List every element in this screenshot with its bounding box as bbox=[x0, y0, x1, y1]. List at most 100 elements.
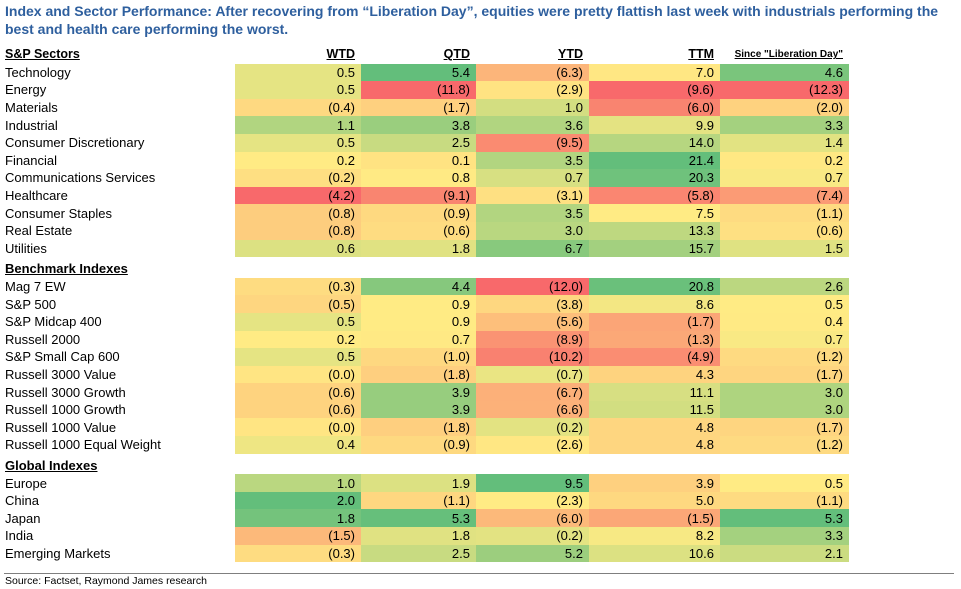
data-cell: (9.5) bbox=[476, 133, 589, 152]
table-row: Materials (0.4) (1.7) 1.0 (6.0) (2.0) bbox=[4, 98, 849, 117]
table-row: Communications Services (0.2) 0.8 0.7 20.3 0.… bbox=[4, 169, 849, 187]
data-cell: 2.5 bbox=[361, 133, 476, 152]
data-cell: (1.0) bbox=[361, 348, 476, 366]
data-cell: 1.4 bbox=[720, 133, 849, 152]
table-row: Russell 3000 Value (0.0) (1.8) (0.7) 4.3 (1.7… bbox=[4, 365, 849, 384]
table-row: Russell 1000 Equal Weight 0.4 (0.9) (2.6) 4.… bbox=[4, 436, 849, 454]
row-label: Russell 1000 Equal Weight bbox=[5, 437, 161, 453]
data-cell: 1.8 bbox=[235, 509, 361, 528]
row-label: Mag 7 EW bbox=[5, 279, 66, 295]
data-cell: 14.0 bbox=[589, 133, 720, 152]
data-cell: 21.4 bbox=[589, 151, 720, 170]
data-cell: (1.7) bbox=[589, 312, 720, 331]
group-header-row: Benchmark Indexes bbox=[4, 260, 849, 278]
table-row: Healthcare (4.2) (9.1) (3.1) (5.8) (7.4) bbox=[4, 186, 849, 205]
chart-title: Index and Sector Performance: After reco… bbox=[5, 3, 939, 37]
table-row: Consumer Discretionary 0.5 2.5 (9.5) 14.0 1.4 bbox=[4, 133, 849, 152]
group-header-sp-sectors: S&P Sectors bbox=[5, 47, 80, 62]
data-cell: 13.3 bbox=[589, 221, 720, 240]
data-cell: 9.9 bbox=[589, 116, 720, 134]
row-label: Russell 2000 bbox=[5, 331, 81, 347]
table-row: Financial 0.2 0.1 3.5 21.4 0.2 bbox=[4, 151, 849, 170]
data-cell: (9.1) bbox=[361, 186, 476, 205]
data-cell: 2.0 bbox=[235, 491, 361, 510]
data-cell: (0.0) bbox=[235, 418, 361, 437]
data-cell: (0.6) bbox=[235, 400, 361, 419]
data-cell: 0.7 bbox=[720, 169, 849, 187]
data-cell: 0.7 bbox=[476, 169, 589, 187]
data-cell: (5.6) bbox=[476, 312, 589, 331]
data-cell: 3.9 bbox=[361, 400, 476, 419]
data-cell: (0.3) bbox=[235, 277, 361, 296]
data-cell: 0.8 bbox=[361, 169, 476, 187]
data-cell: (0.2) bbox=[476, 418, 589, 437]
data-cell: (1.8) bbox=[361, 418, 476, 437]
row-label: S&P Midcap 400 bbox=[5, 314, 102, 330]
row-label: Financial bbox=[5, 152, 58, 168]
data-cell: (11.8) bbox=[361, 81, 476, 99]
data-cell: 4.8 bbox=[589, 436, 720, 454]
data-cell: 0.2 bbox=[720, 151, 849, 170]
data-cell: (1.1) bbox=[720, 491, 849, 510]
data-cell: 20.3 bbox=[589, 169, 720, 187]
data-cell: 4.4 bbox=[361, 277, 476, 296]
table-row: Emerging Markets (0.3) 2.5 5.2 10.6 2.1 bbox=[4, 544, 849, 563]
row-label: S&P 500 bbox=[5, 296, 57, 312]
data-cell: (0.9) bbox=[361, 436, 476, 454]
group-header: Global Indexes bbox=[5, 457, 98, 473]
data-cell: (6.0) bbox=[476, 509, 589, 528]
data-cell: (0.8) bbox=[235, 221, 361, 240]
data-cell: (2.3) bbox=[476, 491, 589, 510]
source-note: Source: Factset, Raymond James research bbox=[5, 575, 207, 587]
data-cell: 0.2 bbox=[235, 330, 361, 349]
data-cell: (6.3) bbox=[476, 63, 589, 82]
data-cell: 1.1 bbox=[235, 116, 361, 134]
data-cell: 5.0 bbox=[589, 491, 720, 510]
data-cell: (12.3) bbox=[720, 81, 849, 99]
row-label: Materials bbox=[5, 100, 58, 116]
row-label: Industrial bbox=[5, 117, 58, 133]
table-row: Russell 1000 Value (0.0) (1.8) (0.2) 4.8 (1.7… bbox=[4, 418, 849, 437]
data-cell: (8.9) bbox=[476, 330, 589, 349]
data-cell: (0.6) bbox=[361, 221, 476, 240]
data-cell: 3.0 bbox=[720, 400, 849, 419]
row-label: Technology bbox=[5, 64, 71, 80]
table-row: China 2.0 (1.1) (2.3) 5.0 (1.1) bbox=[4, 491, 849, 510]
data-cell: (10.2) bbox=[476, 348, 589, 366]
data-cell: (1.1) bbox=[361, 491, 476, 510]
column-header-qtd: QTD bbox=[443, 47, 470, 62]
performance-table: S&P Sectors WTD QTD YTD TTM Since "Liber… bbox=[4, 46, 849, 563]
table-row: Technology 0.5 5.4 (6.3) 7.0 4.6 bbox=[4, 63, 849, 82]
data-cell: (1.2) bbox=[720, 348, 849, 366]
table-row: Russell 3000 Growth (0.6) 3.9 (6.7) 11.1 3.0 bbox=[4, 383, 849, 401]
row-label: Utilities bbox=[5, 240, 47, 256]
data-cell: 5.3 bbox=[361, 509, 476, 528]
table-row: Mag 7 EW (0.3) 4.4 (12.0) 20.8 2.6 bbox=[4, 277, 849, 296]
data-cell: 6.7 bbox=[476, 239, 589, 258]
data-cell: (0.8) bbox=[235, 204, 361, 222]
row-label: Consumer Staples bbox=[5, 205, 112, 221]
row-label: Energy bbox=[5, 82, 47, 98]
table-row: Japan 1.8 5.3 (6.0) (1.5) 5.3 bbox=[4, 509, 849, 528]
data-cell: 1.9 bbox=[361, 474, 476, 492]
row-label: S&P Small Cap 600 bbox=[5, 349, 120, 365]
data-cell: 1.8 bbox=[361, 239, 476, 258]
data-cell: 2.5 bbox=[361, 544, 476, 563]
table-row: Industrial 1.1 3.8 3.6 9.9 3.3 bbox=[4, 116, 849, 134]
table-row: S&P Small Cap 600 0.5 (1.0) (10.2) (4.9) (1.2… bbox=[4, 348, 849, 366]
data-cell: 3.5 bbox=[476, 204, 589, 222]
data-cell: 8.6 bbox=[589, 295, 720, 313]
table-body: Technology 0.5 5.4 (6.3) 7.0 4.6 Energy 0.5 (11.… bbox=[4, 63, 849, 563]
data-cell: (4.9) bbox=[589, 348, 720, 366]
data-cell: 3.3 bbox=[720, 527, 849, 545]
data-cell: 3.8 bbox=[361, 116, 476, 134]
data-cell: 3.0 bbox=[720, 383, 849, 401]
data-cell: (2.9) bbox=[476, 81, 589, 99]
group-header: Benchmark Indexes bbox=[5, 261, 128, 277]
data-cell: 0.5 bbox=[235, 348, 361, 366]
table-row: Real Estate (0.8) (0.6) 3.0 13.3 (0.6) bbox=[4, 221, 849, 240]
row-label: India bbox=[5, 528, 34, 544]
data-cell: 5.3 bbox=[720, 509, 849, 528]
data-cell: (7.4) bbox=[720, 186, 849, 205]
data-cell: (5.8) bbox=[589, 186, 720, 205]
